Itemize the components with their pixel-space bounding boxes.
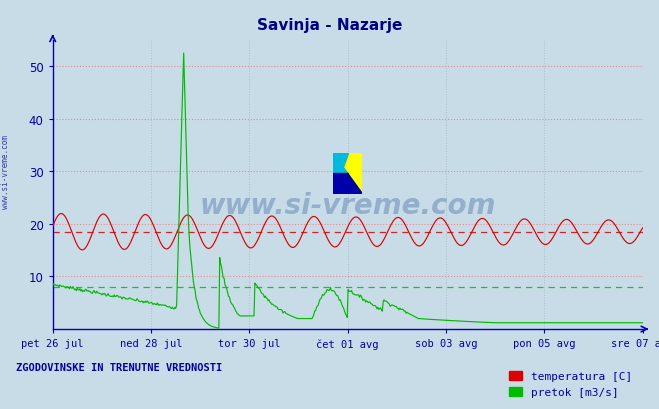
Polygon shape [333, 153, 362, 194]
Polygon shape [333, 153, 348, 194]
Text: Savinja - Nazarje: Savinja - Nazarje [257, 18, 402, 34]
Text: ZGODOVINSKE IN TRENUTNE VREDNOSTI: ZGODOVINSKE IN TRENUTNE VREDNOSTI [16, 362, 223, 372]
Text: www.si-vreme.com: www.si-vreme.com [200, 191, 496, 219]
Polygon shape [333, 174, 348, 194]
Text: www.si-vreme.com: www.si-vreme.com [1, 135, 10, 209]
Polygon shape [333, 174, 362, 194]
Legend: temperatura [C], pretok [m3/s]: temperatura [C], pretok [m3/s] [505, 366, 637, 401]
Polygon shape [333, 153, 348, 194]
